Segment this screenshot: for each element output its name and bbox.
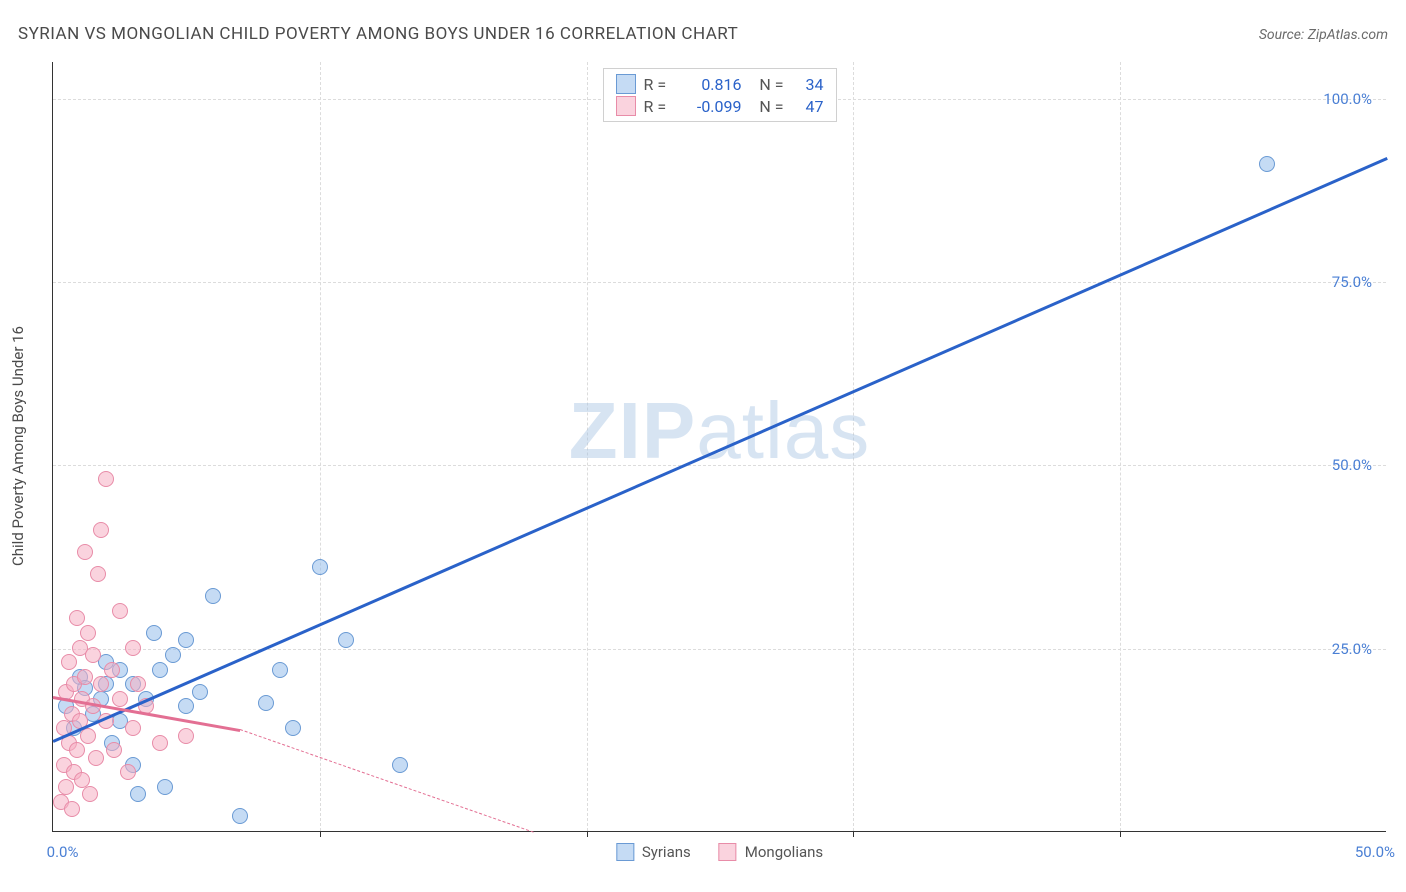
- scatter-point: [77, 544, 93, 560]
- scatter-point: [58, 779, 74, 795]
- scatter-point: [125, 720, 141, 736]
- scatter-point: [69, 610, 85, 626]
- stats-n-label: N =: [754, 97, 784, 116]
- scatter-point: [69, 742, 85, 758]
- gridline-horizontal: [53, 282, 1386, 283]
- stats-r-label: R =: [644, 75, 672, 94]
- stats-r-value: -0.099: [680, 97, 742, 116]
- scatter-point: [77, 669, 93, 685]
- x-tick-mark: [587, 831, 588, 837]
- scatter-point: [285, 720, 301, 736]
- scatter-point: [82, 786, 98, 802]
- scatter-point: [93, 522, 109, 538]
- scatter-point: [232, 808, 248, 824]
- y-tick-label: 75.0%: [1332, 273, 1372, 291]
- scatter-point: [104, 662, 120, 678]
- scatter-point: [120, 764, 136, 780]
- scatter-point: [152, 662, 168, 678]
- scatter-point: [80, 728, 96, 744]
- scatter-point: [112, 603, 128, 619]
- scatter-point: [80, 625, 96, 641]
- scatter-point: [338, 632, 354, 648]
- scatter-point: [88, 750, 104, 766]
- scatter-point: [258, 695, 274, 711]
- x-tick-mark: [1120, 831, 1121, 837]
- source-attribution: Source: ZipAtlas.com: [1259, 27, 1388, 43]
- stats-row: R = -0.099 N = 47: [616, 96, 824, 116]
- scatter-point: [106, 742, 122, 758]
- scatter-point: [85, 647, 101, 663]
- legend-item: Syrians: [616, 843, 691, 861]
- scatter-point: [152, 735, 168, 751]
- scatter-point: [98, 471, 114, 487]
- scatter-point: [178, 698, 194, 714]
- scatter-point: [130, 676, 146, 692]
- scatter-point: [165, 647, 181, 663]
- gridline-vertical: [1120, 62, 1121, 831]
- x-tick-mark: [320, 831, 321, 837]
- scatter-point: [112, 691, 128, 707]
- scatter-point: [157, 779, 173, 795]
- y-tick-label: 25.0%: [1332, 640, 1372, 658]
- x-tick-label: 50.0%: [1355, 843, 1395, 861]
- stats-r-label: R =: [644, 97, 672, 116]
- y-tick-label: 50.0%: [1332, 456, 1372, 474]
- scatter-point: [1259, 156, 1275, 172]
- stats-row: R = 0.816 N = 34: [616, 74, 824, 94]
- watermark: ZIPatlas: [569, 385, 870, 477]
- stats-swatch: [616, 96, 636, 116]
- legend-label: Syrians: [642, 843, 691, 861]
- chart-plot-area: ZIPatlas R =0.816N =34R =-0.099N =47 Syr…: [52, 62, 1386, 832]
- y-axis-label: Child Poverty Among Boys Under 16: [9, 326, 27, 566]
- scatter-point: [178, 632, 194, 648]
- series-legend: Syrians Mongolians: [616, 843, 823, 861]
- scatter-point: [130, 786, 146, 802]
- legend-swatch: [719, 843, 737, 861]
- gridline-vertical: [320, 62, 321, 831]
- chart-title: SYRIAN VS MONGOLIAN CHILD POVERTY AMONG …: [18, 24, 738, 44]
- y-tick-label: 100.0%: [1323, 90, 1372, 108]
- trendline-extrapolated: [240, 729, 534, 833]
- scatter-point: [312, 559, 328, 575]
- stats-n-value: 34: [792, 75, 824, 94]
- scatter-point: [205, 588, 221, 604]
- stats-n-label: N =: [754, 75, 784, 94]
- scatter-point: [74, 772, 90, 788]
- gridline-vertical: [853, 62, 854, 831]
- gridline-horizontal: [53, 649, 1386, 650]
- trendline: [52, 157, 1387, 742]
- x-tick-mark: [853, 831, 854, 837]
- scatter-point: [64, 801, 80, 817]
- scatter-point: [125, 640, 141, 656]
- legend-item: Mongolians: [719, 843, 823, 861]
- stats-swatch: [616, 74, 636, 94]
- scatter-point: [93, 676, 109, 692]
- scatter-point: [90, 566, 106, 582]
- scatter-point: [192, 684, 208, 700]
- scatter-point: [61, 654, 77, 670]
- scatter-point: [146, 625, 162, 641]
- legend-label: Mongolians: [745, 843, 823, 861]
- stats-r-value: 0.816: [680, 75, 742, 94]
- legend-swatch: [616, 843, 634, 861]
- correlation-stats-box: R = 0.816 N = 34 R = -0.099 N = 47: [603, 68, 837, 122]
- scatter-point: [392, 757, 408, 773]
- scatter-point: [178, 728, 194, 744]
- gridline-vertical: [587, 62, 588, 831]
- scatter-point: [272, 662, 288, 678]
- stats-n-value: 47: [792, 97, 824, 116]
- x-tick-label: 0.0%: [47, 843, 79, 861]
- gridline-horizontal: [53, 465, 1386, 466]
